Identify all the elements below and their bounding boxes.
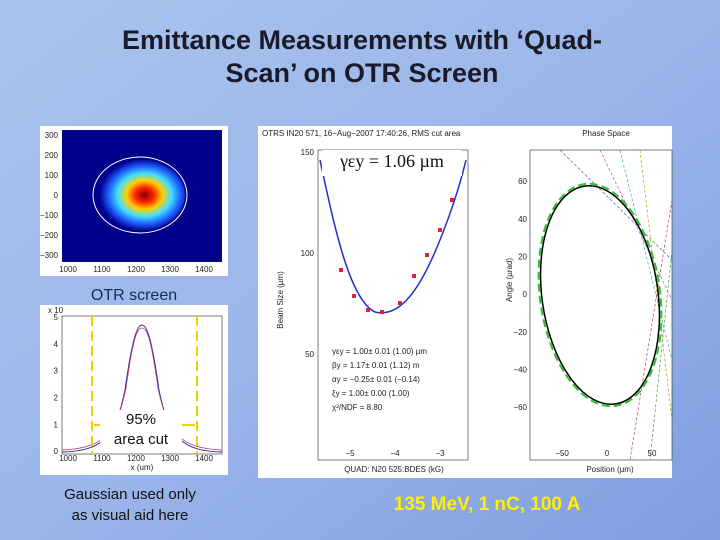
otr-label: OTR screen xyxy=(91,287,177,304)
y-tick-label: 5 xyxy=(54,313,59,322)
phase-ellipse xyxy=(539,185,661,405)
axis-label: Beam Size (µm) xyxy=(276,271,285,329)
fit-result: χ²/NDF = 8.80 xyxy=(332,403,383,412)
axis-label: QUAD: N20 525:BDES (kG) xyxy=(344,465,444,474)
y-tick-label: −40 xyxy=(513,365,527,374)
x-tick-label: 1300 xyxy=(161,454,179,463)
y-tick-label: 300 xyxy=(45,131,59,140)
x-tick-label: 1400 xyxy=(195,454,213,463)
y-tick-label: −100 xyxy=(40,211,59,220)
design-ellipse xyxy=(537,182,663,408)
fit-curve xyxy=(319,159,467,314)
x-tick-label: 1000 xyxy=(59,454,77,463)
y-tick-label: 4 xyxy=(54,340,59,349)
note: as visual aid here xyxy=(72,507,189,524)
x-tick-label: 1100 xyxy=(93,454,111,463)
phase-axes xyxy=(529,149,673,461)
fit-result: γεy = 1.00± 0.01 (1.00) µm xyxy=(332,347,427,356)
y-tick-label: −300 xyxy=(40,251,59,260)
y-tick-label: 50 xyxy=(305,350,314,359)
y-tick-label: 0 xyxy=(523,290,528,299)
x-tick-label: 0 xyxy=(605,449,610,458)
cut-ellipse xyxy=(92,156,188,234)
emittance: γεy = 1.06 µm xyxy=(339,151,444,171)
note: Gaussian used only xyxy=(64,486,196,503)
x-tick-label: 1000 xyxy=(59,265,77,274)
cut-label: area cut xyxy=(114,431,169,448)
axis-label: Position (µm) xyxy=(586,465,634,474)
y-tick-label: 0 xyxy=(54,191,59,200)
cut-box xyxy=(100,410,182,448)
x-tick-label: −3 xyxy=(435,449,445,458)
x-tick-label: 1200 xyxy=(127,454,145,463)
x-tick-label: −50 xyxy=(555,449,569,458)
y-tick-label: 150 xyxy=(301,148,315,157)
y-tick-label: 3 xyxy=(54,367,59,376)
data-points xyxy=(339,198,454,314)
title: Scan’ on OTR Screen xyxy=(225,58,498,88)
y-tick-label: 100 xyxy=(301,249,315,258)
cut-label: 95% xyxy=(126,411,156,428)
y-tick-label: −60 xyxy=(513,403,527,412)
x-tick-label: 1400 xyxy=(195,265,213,274)
x-tick-label: −4 xyxy=(390,449,400,458)
beam-params: 135 MeV, 1 nC, 100 A xyxy=(394,494,581,515)
y-tick-label: 20 xyxy=(518,252,527,261)
fit-result: ξy = 1.00± 0.00 (1.00) xyxy=(332,389,410,398)
x-tick-label: 1200 xyxy=(127,265,145,274)
scale-label: x 10 xyxy=(48,306,64,315)
y-tick-label: −20 xyxy=(513,328,527,337)
beam-spot xyxy=(95,159,185,231)
scan-panel xyxy=(258,126,672,478)
title: Emittance Measurements with ‘Quad- xyxy=(122,25,602,55)
x-tick-label: 1300 xyxy=(161,265,179,274)
y-tick-label: 1 xyxy=(54,420,59,429)
x-tick-label: −5 xyxy=(345,449,355,458)
y-tick-label: 60 xyxy=(518,177,527,186)
y-tick-label: 200 xyxy=(45,151,59,160)
x-tick-label: 1100 xyxy=(93,265,111,274)
scan-title: OTRS IN20 571, 16−Aug−2007 17:40:26, RMS… xyxy=(262,129,461,138)
y-tick-label: 100 xyxy=(45,171,59,180)
profile-axes xyxy=(61,315,223,455)
y-tick-label: 40 xyxy=(518,215,527,224)
y-tick-label: −200 xyxy=(40,231,59,240)
axis-label: x (um) xyxy=(131,463,154,472)
fit-result: αy = −0.25± 0.01 (−0.14) xyxy=(332,375,420,384)
fit-result: βy = 1.17± 0.01 (1.12) m xyxy=(332,361,420,370)
phase-lines xyxy=(559,149,673,461)
y-tick-label: 2 xyxy=(54,394,59,403)
axis-label: Angle (µrad) xyxy=(505,258,514,303)
y-tick-label: 0 xyxy=(54,447,59,456)
emittance-box xyxy=(322,150,462,176)
phase-title: Phase Space xyxy=(582,129,630,138)
x-tick-label: 50 xyxy=(648,449,657,458)
